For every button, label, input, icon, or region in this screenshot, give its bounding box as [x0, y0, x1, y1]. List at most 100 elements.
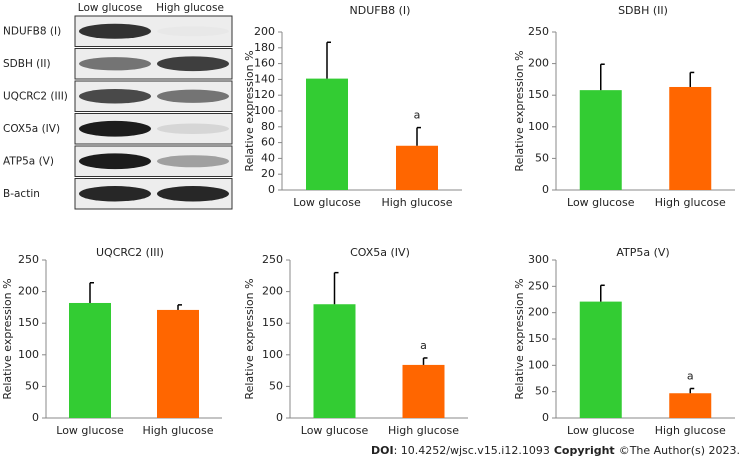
- y-tick-label: 250: [262, 253, 283, 266]
- bar: [579, 90, 622, 190]
- y-tick-label: 200: [528, 57, 549, 70]
- bar: [402, 364, 445, 418]
- error-bar: [600, 63, 605, 91]
- y-tick-label: 120: [254, 88, 275, 101]
- y-tick-label: 20: [261, 167, 275, 180]
- bar: [579, 301, 622, 418]
- error-bar: [600, 284, 605, 302]
- y-tick-label: 50: [269, 379, 283, 392]
- error-bar: [333, 271, 339, 305]
- y-tick-label: 0: [32, 411, 39, 424]
- bar: [69, 302, 111, 418]
- error-bar: [689, 387, 695, 394]
- blot-band: [79, 57, 151, 71]
- y-axis-label: Relative expression %: [1, 278, 14, 399]
- blot-band: [79, 89, 151, 104]
- y-tick-label: 0: [542, 411, 549, 424]
- x-tick-label: High glucose: [655, 424, 726, 437]
- blot-band: [79, 23, 151, 39]
- y-tick-label: 150: [262, 316, 283, 329]
- y-tick-label: 150: [528, 88, 549, 101]
- y-tick-label: 40: [261, 151, 275, 164]
- x-tick-label: Low glucose: [56, 424, 124, 437]
- error-bar: [689, 71, 695, 87]
- chart-title: NDUFB8 (I): [350, 4, 411, 17]
- x-tick-label: High glucose: [655, 196, 726, 209]
- blot-column-label: High glucose: [156, 2, 224, 14]
- y-tick-label: 180: [254, 41, 275, 54]
- western-blot: Low glucose High glucose NDUFB8 (I) SDBH (I…: [3, 2, 233, 210]
- x-tick-label: Low glucose: [567, 196, 635, 209]
- y-tick-label: 0: [276, 411, 283, 424]
- copyright: ©The Author(s) 2023.: [619, 444, 740, 457]
- y-tick-label: 250: [528, 279, 549, 292]
- blot-row-label: UQCRC2 (III): [3, 90, 68, 102]
- x-tick-label: High glucose: [388, 424, 459, 437]
- y-tick-label: 160: [254, 57, 275, 70]
- blot-row-label: SDBH (II): [3, 58, 51, 70]
- blot-band: [157, 155, 229, 168]
- y-tick-label: 50: [25, 379, 39, 392]
- annotation: a: [687, 370, 694, 383]
- x-tick-label: Low glucose: [301, 424, 369, 437]
- y-tick-label: 100: [528, 358, 549, 371]
- x-tick-label: High glucose: [381, 196, 452, 209]
- doi-label: DOI: [371, 444, 394, 457]
- y-tick-label: 200: [528, 306, 549, 319]
- y-tick-label: 0: [268, 183, 275, 196]
- copyright-label: Copyright: [554, 444, 615, 457]
- charts: NDUFB8 (I) Relative expression % 0 20 40 60 80…: [1, 4, 735, 437]
- blot-band: [79, 153, 151, 170]
- y-tick-label: 200: [262, 285, 283, 298]
- error-bar: [416, 126, 421, 146]
- x-tick-label: Low glucose: [567, 424, 635, 437]
- footer: DOI: 10.4252/wjsc.v15.i12.1093 Copyright ©…: [371, 444, 740, 457]
- chart-title: COX5a (IV): [350, 246, 410, 259]
- blot-band: [79, 120, 151, 137]
- y-axis-label: Relative expression %: [243, 50, 256, 171]
- y-tick-label: 250: [18, 253, 39, 266]
- y-tick-label: 250: [528, 25, 549, 38]
- y-tick-label: 0: [542, 183, 549, 196]
- blot-band: [79, 186, 151, 202]
- error-bar: [422, 357, 428, 365]
- y-tick-label: 150: [18, 316, 39, 329]
- blot-row-label: ATP5a (V): [3, 155, 54, 167]
- x-tick-label: Low glucose: [293, 196, 361, 209]
- bar: [669, 393, 712, 418]
- blot-band: [157, 123, 229, 135]
- y-tick-label: 100: [262, 348, 283, 361]
- doi: : 10.4252/wjsc.v15.i12.1093: [394, 444, 550, 457]
- blot-row-label: NDUFB8 (I): [3, 25, 61, 37]
- blot-column-label: Low glucose: [78, 2, 142, 14]
- bar: [306, 78, 348, 190]
- y-tick-label: 100: [18, 348, 39, 361]
- y-tick-label: 50: [535, 385, 549, 398]
- error-bar: [326, 41, 331, 79]
- y-tick-label: 100: [254, 104, 275, 117]
- annotation: a: [414, 109, 421, 122]
- x-tick-label: High glucose: [142, 424, 213, 437]
- y-tick-label: 300: [528, 253, 549, 266]
- chart: NDUFB8 (I) Relative expression % 0 20 40 60 80…: [243, 4, 462, 209]
- error-bar: [177, 304, 182, 310]
- y-tick-label: 100: [528, 120, 549, 133]
- bar: [669, 86, 712, 190]
- blot-row-label: B-actin: [3, 188, 40, 200]
- blot-band: [157, 56, 229, 72]
- annotation: a: [420, 339, 427, 352]
- y-tick-label: 200: [18, 285, 39, 298]
- chart: ATP5a (V) Relative expression % 0 50 100 150 2…: [513, 246, 735, 437]
- chart-title: UQCRC2 (III): [96, 246, 164, 259]
- bar: [396, 145, 438, 190]
- y-tick-label: 80: [261, 120, 275, 133]
- y-axis-label: Relative expression %: [513, 278, 526, 399]
- y-tick-label: 150: [528, 332, 549, 345]
- chart: COX5a (IV) Relative expression % 0 50 100 150…: [243, 246, 468, 437]
- blot-band: [157, 186, 229, 202]
- y-tick-label: 50: [535, 151, 549, 164]
- y-tick-label: 60: [261, 136, 275, 149]
- blot-band: [157, 89, 229, 103]
- blot-row-label: COX5a (IV): [3, 123, 60, 135]
